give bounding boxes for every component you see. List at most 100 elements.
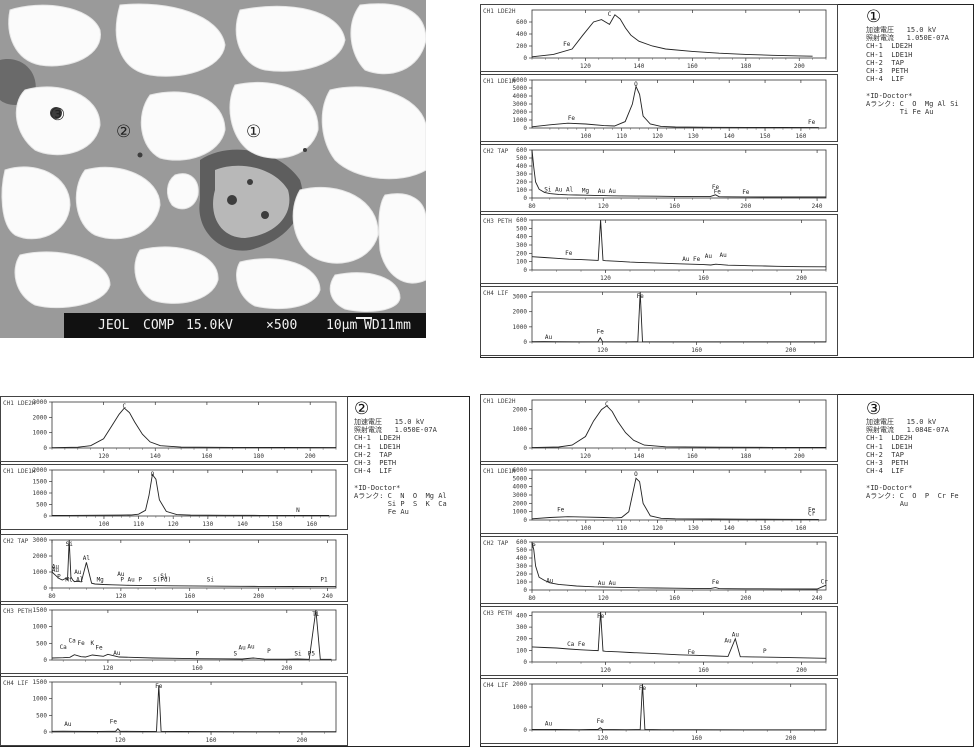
x-tick-label: 120 <box>102 665 113 672</box>
peak-label: Au <box>732 632 740 639</box>
spectrum-line <box>531 477 819 520</box>
peak-label: Si <box>207 576 215 583</box>
peak-label: Fe <box>639 685 647 692</box>
peak-label: Au <box>724 637 732 644</box>
peak-label: Fe <box>563 41 571 48</box>
peak-label: Ca <box>60 644 68 651</box>
info-marker: ② <box>354 399 370 419</box>
x-tick-label: 120 <box>115 593 126 600</box>
info-line: CH-4 LIF <box>354 467 392 476</box>
y-tick-label: 1000 <box>33 696 48 703</box>
sem-voltage: 15.0kV <box>186 318 233 333</box>
x-tick-label: 160 <box>698 667 709 674</box>
spectrum-line <box>531 405 827 449</box>
channel-label: CH3 PETH <box>483 610 512 617</box>
y-tick-label: 5000 <box>513 475 528 482</box>
info-line: CH-2 TAP <box>354 450 392 459</box>
y-tick-label: 1000 <box>513 704 528 711</box>
peak-label: Au <box>545 334 553 341</box>
x-tick-label: 120 <box>598 203 609 210</box>
y-tick-label: 1000 <box>513 117 528 124</box>
info-line: CH-1 LDE1H <box>866 442 913 451</box>
y-tick-label: 500 <box>516 547 527 554</box>
peak-label: Au <box>705 253 713 260</box>
info-line: CH-1 LDE1H <box>354 442 401 451</box>
y-tick-label: 0 <box>43 729 47 736</box>
y-tick-label: 3000 <box>513 492 528 499</box>
x-tick-label: 150 <box>760 133 771 140</box>
peak-label: P <box>196 651 200 658</box>
sem-magnification: ×500 <box>266 318 298 333</box>
x-tick-label: 120 <box>598 595 609 602</box>
chart-frame <box>480 678 838 744</box>
peak-label: Fe <box>155 683 163 690</box>
peak-label: Fe <box>742 189 750 196</box>
y-tick-label: 0 <box>523 587 527 594</box>
sem-info-bar: JEOL COMP 15.0kV ×500 10μm WD11mm <box>64 313 426 338</box>
info-line: Si P S K Ca <box>354 500 447 509</box>
y-tick-label: 0 <box>523 445 527 452</box>
plot-area <box>51 539 337 589</box>
y-tick-label: 1500 <box>33 679 48 686</box>
x-tick-label: 240 <box>812 203 823 210</box>
sem-mode: COMP <box>143 318 175 333</box>
x-tick-label: 120 <box>597 735 608 742</box>
x-tick-label: 160 <box>691 347 702 354</box>
x-tick-label: 200 <box>796 667 807 674</box>
info-line: Ti Fe Au <box>866 108 934 117</box>
info-block-2: ② 加速電圧 15.0 kV 照射電流 1.050E-07A CH-1 LDE2H CH… <box>354 400 447 516</box>
marker-3: ③ <box>50 105 66 125</box>
chart-frame <box>480 606 838 676</box>
x-tick-label: 120 <box>98 453 109 460</box>
x-tick-label: 100 <box>99 521 110 528</box>
x-tick-label: 200 <box>281 665 292 672</box>
peak-label: Au <box>719 252 727 259</box>
info-line: Aランク: C O P Cr Fe <box>866 491 959 500</box>
x-tick-label: 120 <box>115 737 126 744</box>
spectrum-line <box>51 685 336 733</box>
spectrum-chart: CH1 LDE2H 0 1000 2000 120 140 160 180 200 C <box>480 394 838 462</box>
peak-label: Cr <box>808 510 816 517</box>
info-line: *ID-Doctor* <box>354 483 401 492</box>
y-tick-label: 2000 <box>513 681 528 688</box>
y-tick-label: 1500 <box>33 607 48 614</box>
x-tick-label: 100 <box>580 525 591 532</box>
peak-label: Fe <box>95 645 103 652</box>
y-tick-label: 0 <box>523 195 527 202</box>
y-tick-label: 200 <box>516 179 527 186</box>
y-tick-label: 400 <box>516 234 527 241</box>
y-tick-label: 6000 <box>513 467 528 474</box>
y-tick-label: 2000 <box>513 309 528 316</box>
info-line: Aランク: C N O Mg Al <box>354 491 447 500</box>
x-tick-label: 140 <box>633 453 644 460</box>
peak-label: Au Au <box>598 580 616 587</box>
peak-label: P <box>57 574 61 581</box>
peak-label: Fe <box>714 188 722 195</box>
x-tick-label: 160 <box>206 737 217 744</box>
x-tick-label: 180 <box>740 453 751 460</box>
info-line: CH-1 LDE1H <box>866 50 913 59</box>
x-tick-label: 140 <box>633 63 644 70</box>
sem-instrument: JEOL <box>98 318 130 333</box>
y-tick-label: 0 <box>43 585 47 592</box>
x-tick-label: 120 <box>600 667 611 674</box>
info-line <box>866 475 959 483</box>
spectrum-line <box>51 407 337 449</box>
x-tick-label: 130 <box>688 133 699 140</box>
info-line: 照射電流 1.050E-07A <box>354 426 437 435</box>
x-tick-label: 200 <box>796 275 807 282</box>
peak-label: Fe <box>637 293 645 300</box>
peak-label: Fe <box>688 649 696 656</box>
peak-label: Au <box>545 721 553 728</box>
y-tick-label: 400 <box>516 163 527 170</box>
channel-label: CH2 TAP <box>3 538 29 545</box>
peak-label: Au <box>238 645 246 652</box>
x-tick-label: 200 <box>794 453 805 460</box>
y-tick-label: 0 <box>43 657 47 664</box>
spectrum-line <box>531 84 819 129</box>
y-tick-label: 600 <box>516 539 527 546</box>
x-tick-label: 200 <box>305 453 316 460</box>
peak-label: Si <box>294 651 302 658</box>
y-tick-label: 2000 <box>33 553 48 560</box>
